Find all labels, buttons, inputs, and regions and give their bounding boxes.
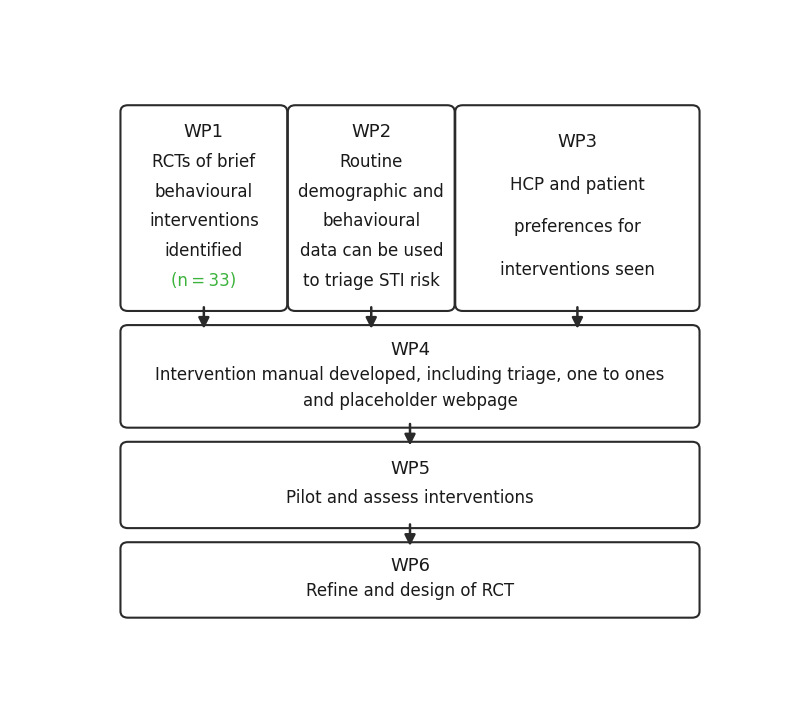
FancyBboxPatch shape — [121, 442, 699, 528]
Text: preferences for: preferences for — [514, 219, 641, 236]
Text: identified: identified — [165, 242, 243, 260]
Text: data can be used: data can be used — [299, 242, 443, 260]
Text: WP3: WP3 — [558, 133, 598, 151]
Text: WP6: WP6 — [390, 557, 430, 575]
Text: interventions: interventions — [149, 212, 258, 231]
Text: Intervention manual developed, including triage, one to ones: Intervention manual developed, including… — [155, 366, 665, 384]
FancyBboxPatch shape — [121, 325, 699, 428]
Text: WP1: WP1 — [184, 123, 224, 142]
Text: to triage STI risk: to triage STI risk — [303, 271, 440, 290]
FancyBboxPatch shape — [455, 105, 699, 311]
Text: Pilot and assess interventions: Pilot and assess interventions — [286, 489, 534, 507]
FancyBboxPatch shape — [121, 542, 699, 618]
Text: demographic and: demographic and — [298, 183, 444, 201]
Text: HCP and patient: HCP and patient — [510, 176, 645, 194]
Text: WP2: WP2 — [351, 123, 391, 142]
Text: behavioural: behavioural — [322, 212, 420, 231]
Text: interventions seen: interventions seen — [500, 261, 655, 279]
FancyBboxPatch shape — [121, 105, 287, 311]
Text: (n = 33): (n = 33) — [171, 271, 237, 290]
Text: RCTs of brief: RCTs of brief — [152, 153, 255, 171]
Text: WP5: WP5 — [390, 460, 430, 478]
Text: WP4: WP4 — [390, 341, 430, 359]
Text: and placeholder webpage: and placeholder webpage — [302, 392, 518, 410]
Text: behavioural: behavioural — [154, 183, 253, 201]
FancyBboxPatch shape — [288, 105, 454, 311]
Text: Routine: Routine — [339, 153, 403, 171]
Text: Refine and design of RCT: Refine and design of RCT — [306, 582, 514, 600]
